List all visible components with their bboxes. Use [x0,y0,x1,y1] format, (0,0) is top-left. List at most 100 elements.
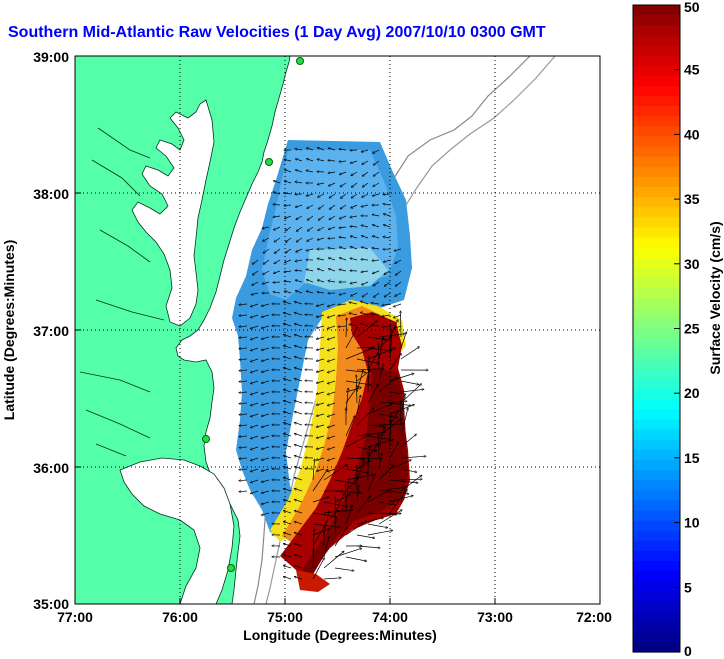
colorbar-band [633,470,680,481]
velocity-arrow [317,269,325,272]
colorbar-band [633,318,680,330]
velocity-arrow [262,227,270,229]
velocity-arrow [294,357,303,360]
velocity-arrow [378,377,397,393]
velocity-arrow [294,434,303,437]
coverage-pale-patch [304,248,388,290]
colorbar-band [633,601,680,613]
velocity-arrow [316,457,325,460]
velocity-arrow [307,237,314,241]
colorbar-tick-label: 25 [684,321,700,337]
velocity-arrow [401,311,402,338]
velocity-arrow [339,247,347,250]
velocity-arrow [367,491,389,503]
velocity-arrow [307,226,314,231]
velocity-arrow [239,315,248,316]
velocity-arrow [328,248,336,249]
velocity-arrow [283,566,292,569]
velocity-arrow [284,160,292,162]
velocity-arrow [345,386,358,404]
colorbar-band [633,368,680,380]
velocity-arrow [307,215,314,220]
velocity-arrow [345,484,346,514]
colorbar-tick-label: 50 [684,0,700,15]
velocity-arrow [316,369,325,372]
colorbar-band [633,308,680,319]
colorbar-band [633,480,680,491]
velocity-arrow [283,390,292,393]
velocity-arrow [250,457,259,461]
velocity-arrow [367,404,392,415]
velocity-arrow [378,428,384,448]
velocity-arrow [294,313,303,316]
velocity-arrow [316,468,325,471]
velocity-arrow [313,549,314,569]
velocity-arrow [356,458,382,459]
velocity-arrow [261,369,270,372]
velocity-arrow [384,292,391,297]
velocity-arrow [323,501,348,507]
velocity-arrow [345,434,370,448]
velocity-arrow [400,456,426,459]
velocity-arrow [328,269,336,272]
velocity-arrow [296,237,303,242]
velocity-arrow [373,281,380,286]
velocity-arrow [316,303,325,306]
x-tick-label: 76:00 [162,609,198,625]
velocity-arrow [295,204,303,207]
colorbar-band [633,338,680,350]
velocity-arrow [329,193,336,198]
velocity-arrow [345,505,352,525]
velocity-arrow [295,149,303,150]
velocity-arrow [328,238,336,239]
velocity-arrow [334,490,361,493]
velocity-arrow [339,161,347,162]
velocity-arrow [339,258,347,261]
velocity-arrow [361,247,369,250]
velocity-arrow [356,518,383,525]
velocity-arrow [283,555,292,558]
velocity-arrow [383,204,391,205]
velocity-arrow [294,379,303,382]
velocity-arrow [327,468,336,472]
velocity-arrow [356,321,377,338]
velocity-arrow [356,534,375,538]
velocity-arrow [350,258,358,261]
colorbar-tick-label: 0 [684,643,692,659]
coverage-southern-tip [296,570,330,592]
velocity-arrow [350,216,358,217]
colorbar-band [633,207,680,218]
colorbar-band [633,247,680,259]
velocity-arrow [329,182,336,186]
velocity-arrow [239,326,248,327]
velocity-arrow [382,315,391,316]
x-tick-label: 72:00 [576,609,612,625]
velocity-arrow [294,346,303,349]
velocity-arrow [339,149,347,150]
velocity-arrow [356,545,380,548]
velocity-arrow [378,501,396,505]
station-marker [265,158,273,166]
velocity-arrow [361,225,369,228]
velocity-arrow [261,490,270,493]
velocity-arrow [239,491,248,492]
velocity-arrow [349,324,358,327]
colorbar-band [633,45,680,57]
velocity-arrow [295,291,303,294]
velocity-arrow [274,259,281,264]
colorbar-band [633,581,680,592]
colorbar-band [633,136,680,148]
velocity-arrow [294,566,303,569]
velocity-arrow [263,270,270,275]
x-tick-label: 77:00 [57,609,93,625]
velocity-arrow [371,314,380,315]
velocity-arrow [362,193,369,197]
velocity-arrow [372,193,380,196]
colorbar-band [633,641,680,653]
velocity-arrow [250,391,259,395]
velocity-arrow [356,408,374,426]
velocity-arrow [306,248,314,251]
velocity-arrow [324,530,325,547]
velocity-arrow [395,259,402,263]
velocity-arrow [294,533,303,536]
